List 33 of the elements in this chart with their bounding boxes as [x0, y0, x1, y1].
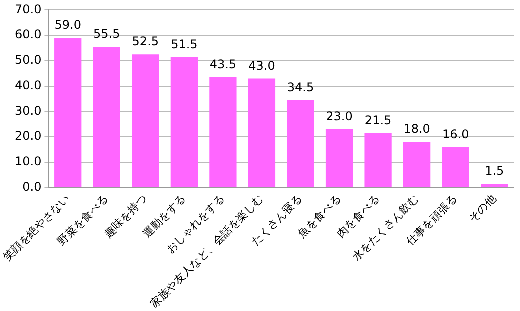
data-label: 59.0 — [54, 18, 82, 32]
data-label: 34.5 — [287, 80, 314, 94]
data-label: 52.5 — [132, 34, 160, 49]
data-label: 23.0 — [326, 110, 353, 124]
y-tick-label: 20.0 — [15, 129, 42, 144]
y-tick-label: 10.0 — [15, 154, 42, 169]
data-label: 43.0 — [248, 58, 276, 73]
data-label: 21.5 — [364, 113, 392, 128]
y-tick-label: 0.0 — [22, 180, 42, 194]
bar — [403, 142, 431, 188]
bar — [170, 57, 198, 188]
y-tick-label: 30.0 — [15, 104, 42, 118]
y-tick-label: 60.0 — [15, 28, 42, 42]
data-label: 16.0 — [442, 127, 470, 142]
data-label: 55.5 — [94, 27, 120, 42]
data-label: 51.5 — [171, 37, 198, 52]
data-label: 18.0 — [404, 122, 430, 136]
bar — [326, 129, 354, 188]
y-tick-label: 40.0 — [15, 78, 42, 92]
y-tick-label: 70.0 — [15, 2, 42, 16]
bar — [54, 38, 82, 188]
bar — [93, 46, 120, 188]
bar — [364, 133, 392, 188]
bar — [442, 147, 470, 188]
x-tick-label: その他 — [466, 192, 499, 225]
data-label: 1.5 — [485, 164, 504, 178]
y-tick-label: 50.0 — [15, 53, 42, 68]
bar — [132, 54, 160, 188]
bar — [287, 100, 314, 188]
data-label: 43.5 — [210, 58, 237, 72]
bar — [248, 78, 276, 188]
bar — [210, 77, 237, 188]
bar — [481, 184, 508, 188]
